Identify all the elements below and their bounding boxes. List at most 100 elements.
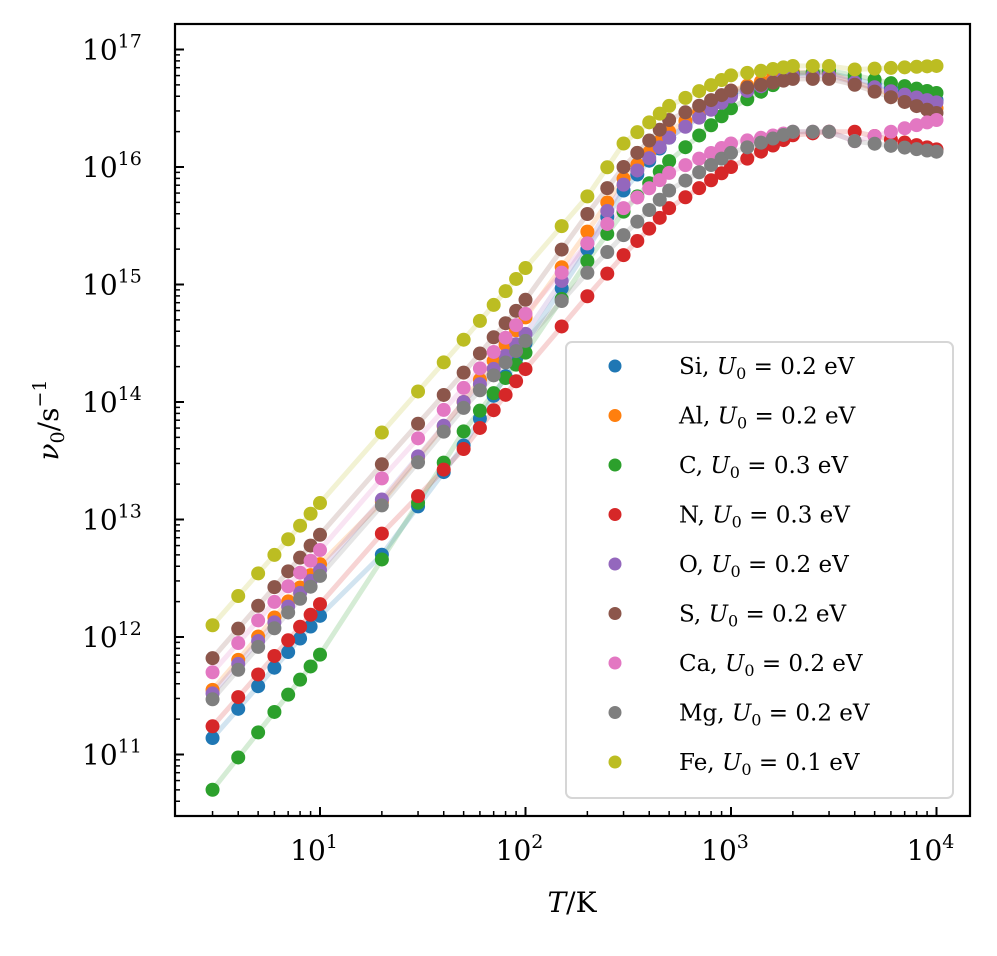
legend-marker	[608, 755, 622, 769]
legend-item-ca: Ca, U0 = 0.2 eV	[608, 651, 863, 680]
data-point	[929, 95, 944, 110]
data-point	[616, 201, 631, 216]
data-point	[714, 109, 729, 124]
data-point	[724, 145, 738, 160]
data-point	[374, 498, 389, 513]
data-point	[897, 94, 912, 109]
data-point	[205, 719, 220, 734]
data-point	[509, 318, 524, 333]
legend-item-fe: Fe, U0 = 0.1 eV	[608, 750, 860, 779]
legend-item-mg: Mg, U0 = 0.2 eV	[608, 701, 870, 730]
data-point	[472, 346, 487, 361]
data-point	[281, 532, 296, 547]
data-point	[692, 98, 707, 113]
data-point	[678, 90, 693, 105]
data-point	[205, 651, 220, 666]
data-point	[652, 140, 667, 155]
data-point	[785, 58, 800, 73]
data-point	[765, 61, 780, 76]
data-point	[822, 58, 837, 73]
data-point	[867, 84, 882, 99]
data-point	[411, 431, 426, 446]
data-point	[231, 589, 246, 604]
data-point	[678, 105, 693, 120]
data-point	[498, 316, 513, 331]
data-point	[754, 135, 769, 150]
legend-item-c: C, U0 = 0.3 eV	[608, 453, 848, 482]
data-point	[303, 659, 318, 674]
data-point	[456, 365, 471, 380]
legend-item-al: Al, U0 = 0.2 eV	[608, 404, 856, 433]
data-point	[456, 442, 471, 456]
legend-label: S, U0 = 0.2 eV	[679, 602, 847, 631]
x-tick-label: 104	[907, 831, 955, 867]
data-point	[411, 455, 426, 470]
legend-marker	[608, 607, 622, 620]
data-point	[498, 330, 513, 345]
data-point	[929, 113, 944, 127]
data-point	[724, 68, 738, 83]
legend-label: Si, U0 = 0.2 eV	[679, 354, 855, 383]
data-point	[554, 219, 569, 234]
data-point	[630, 214, 645, 229]
data-point	[456, 332, 471, 347]
data-point	[267, 660, 282, 675]
data-point	[313, 496, 327, 511]
data-point	[785, 124, 800, 139]
data-point	[518, 306, 533, 321]
legend-marker	[608, 359, 622, 373]
data-point	[847, 77, 862, 92]
data-point	[805, 71, 820, 86]
data-point	[293, 591, 308, 606]
data-point	[554, 242, 569, 257]
data-point	[313, 543, 327, 558]
data-point	[580, 207, 595, 221]
data-point	[456, 424, 471, 439]
y-tick-label: 1016	[82, 148, 142, 184]
data-point	[600, 226, 615, 241]
y-tick-label: 1015	[82, 266, 142, 302]
data-point	[313, 597, 327, 612]
data-point	[724, 83, 738, 98]
data-point	[374, 457, 389, 472]
data-point	[847, 134, 862, 149]
data-point	[251, 639, 266, 654]
data-point	[251, 613, 266, 628]
data-point	[909, 59, 924, 74]
data-point	[897, 140, 912, 155]
data-point	[293, 672, 308, 687]
data-point	[662, 130, 677, 145]
data-point	[281, 645, 296, 660]
data-point	[281, 633, 296, 648]
data-point	[281, 605, 296, 620]
data-point	[267, 580, 282, 595]
legend-marker	[608, 706, 622, 719]
data-point	[293, 518, 308, 533]
data-point	[436, 462, 451, 477]
data-point	[616, 177, 631, 192]
data-point	[616, 136, 631, 151]
data-point	[456, 380, 471, 395]
data-point	[205, 665, 220, 680]
data-point	[472, 313, 487, 328]
data-point	[704, 173, 719, 188]
data-point	[303, 607, 318, 622]
data-point	[740, 140, 755, 155]
legend-item-n: N, U0 = 0.3 eV	[608, 503, 850, 532]
data-point	[600, 216, 615, 231]
y-axis: 1011 1012 1013 1014 1015 1016 1017	[82, 31, 184, 817]
data-point	[251, 725, 266, 740]
data-point	[909, 99, 924, 114]
data-point	[805, 124, 820, 139]
data-point	[267, 621, 282, 636]
data-point	[486, 403, 501, 418]
data-point	[630, 145, 645, 160]
data-point	[374, 425, 389, 440]
x-axis: 101 102 103 104	[211, 807, 955, 867]
data-point	[765, 131, 780, 146]
data-point	[267, 547, 282, 562]
data-point	[867, 61, 882, 76]
data-point	[704, 93, 719, 108]
legend-marker	[608, 458, 622, 472]
